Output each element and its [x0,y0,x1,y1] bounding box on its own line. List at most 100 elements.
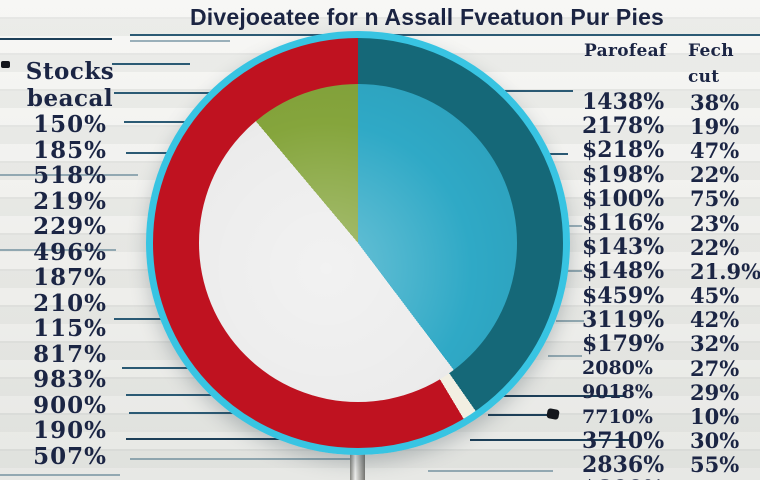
table-row: 1438% 38% [566,89,760,116]
table-row: 2080% 27% [566,355,760,381]
rule-line [112,63,190,65]
parofeaf-value: $100% [582,185,665,212]
pie-inner [199,84,517,402]
left-value: 229% [33,213,107,240]
parofeaf-value: 2836% [582,451,665,478]
table-row: 3710% 30% [566,427,760,454]
parofeaf-value: $198% [582,161,665,188]
parofeaf-value: 7710% [582,405,653,428]
left-value: 219% [33,187,107,215]
rule-line [428,470,553,472]
left-edge-tick [1,61,10,68]
fechcut-value: 22% [690,234,740,260]
parofeaf-value: $459% [582,282,665,309]
table-row: $218% 47% [566,137,760,164]
parofeaf-value: 3119% [582,306,665,333]
left-value: 507% [33,442,107,470]
fechcut-value: 21.9% [690,258,760,284]
chart-stand-pole [350,450,365,480]
rule-line [556,320,584,322]
pie-outer-ring [146,31,570,455]
rule-line [130,458,364,460]
callout-dot [546,408,560,420]
col-header-fechcut: Fech cut [688,41,734,87]
left-table-header-2: beacal [26,85,114,112]
rule-line [556,270,582,272]
rule-line [126,152,184,154]
fechcut-value: 27% [690,355,740,381]
fechcut-value: 22% [690,162,740,188]
table-row: $198% 22% [566,161,760,188]
table-row: $800% 41% [566,476,760,480]
rule-line [0,38,112,40]
fechcut-value: 75% [690,186,740,212]
left-value: 900% [33,391,107,419]
table-row: $116% 23% [566,210,760,237]
rule-line [494,395,624,397]
table-row: 2836% 55% [566,451,760,478]
fechcut-value: 42% [690,307,740,333]
left-value: 187% [33,264,107,291]
rule-line [129,412,305,414]
fechcut-value: 38% [690,89,740,115]
parofeaf-value: $218% [582,137,665,164]
chart-title: Divejoeatee for n Assall Fveatuon Pur Pi… [189,4,665,30]
left-value: 817% [33,340,107,368]
fechcut-value: 29% [690,379,740,405]
left-value: 190% [33,417,107,444]
left-value: 115% [33,315,107,342]
parofeaf-value: 1438% [582,89,665,116]
left-value: 983% [33,366,107,393]
parofeaf-value: $116% [582,210,665,237]
right-table-rows: 1438% 38% 2178% 19% $218% 47% $198% 22% … [566,89,760,480]
fechcut-value: 41% [674,477,760,480]
rule-line [470,439,630,441]
table-row: 2178% 19% [566,113,760,140]
rule-line [114,92,212,94]
right-table-headers: Parofeaf Fech cut [566,38,760,90]
rule-line [0,249,116,251]
left-value: 518% [33,162,107,189]
rule-line [124,121,196,123]
rule-line [548,355,582,357]
table-row: 9018% 29% [566,379,760,405]
left-table: Stocks beacal 150% 185% 518% 219% 229% 496% 18… [8,58,132,469]
left-value: 496% [33,238,107,266]
parofeaf-value: $148% [582,258,665,285]
rule-line [505,90,573,92]
parofeaf-value: $800% [566,476,674,480]
fechcut-value: 19% [690,113,740,139]
right-table: Parofeaf Fech cut 1438% 38% 2178% 19% $2… [566,38,760,480]
rule-line [0,174,138,176]
parofeaf-value: 9018% [582,381,653,404]
parofeaf-value: 3710% [582,427,665,454]
fechcut-value: 45% [690,283,740,309]
parofeaf-value: 2080% [582,357,653,380]
table-row: 3119% 42% [566,306,760,333]
table-row: $459% 45% [566,282,760,309]
rule-line [488,414,550,416]
fechcut-value: 30% [690,428,740,454]
rule-line [126,394,284,396]
left-value: 185% [33,136,107,164]
parofeaf-value: 2178% [582,113,665,140]
fechcut-value: 47% [690,137,740,163]
table-row: $100% 75% [566,185,760,212]
parofeaf-value: $143% [582,234,665,261]
left-value: 210% [33,289,107,317]
left-value: 150% [33,111,107,138]
parofeaf-value: $179% [582,330,665,357]
left-value-list: 150% 185% 518% 219% 229% 496% 187% 210% 115% 817%… [8,112,132,469]
table-row: $179% 32% [566,330,760,357]
table-row: 7710% 10% [566,404,760,430]
fechcut-value: 55% [690,452,740,478]
table-row: $143% 22% [566,234,760,261]
rule-line [126,438,334,440]
title-underline [130,34,760,36]
table-row: $148% 21.9% [566,258,760,285]
left-table-header-1: Stocks [25,58,115,85]
fechcut-value: 10% [690,404,740,430]
col-header-parofeaf: Parofeaf [584,41,667,61]
fechcut-value: 23% [690,210,740,236]
